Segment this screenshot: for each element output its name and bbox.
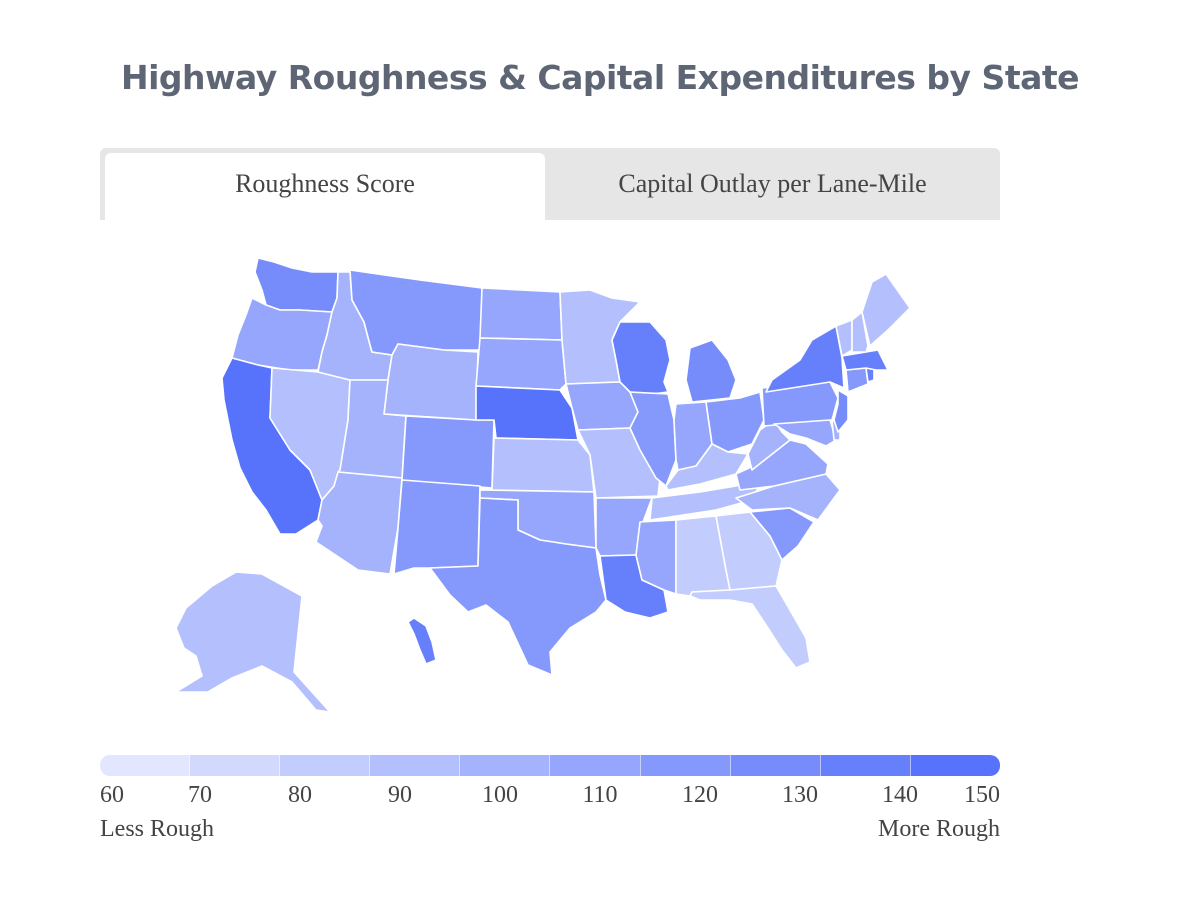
state-TN[interactable] [649,479,763,521]
state-NH[interactable] [851,311,869,353]
legend-color-bar [100,755,1000,776]
state-IL[interactable] [629,391,677,487]
legend-swatch [190,755,281,776]
state-CO[interactable] [401,415,495,489]
legend-tick-label: 90 [387,782,412,808]
state-TX[interactable] [429,497,607,676]
state-NY[interactable] [765,325,845,393]
state-MT[interactable] [349,269,483,356]
legend-tick-label: 110 [582,782,618,808]
legend-high-label: More Rough [878,816,1000,842]
legend-tick-label: 80 [288,782,312,808]
state-WY[interactable] [383,343,479,421]
legend-swatch [370,755,461,776]
state-WV[interactable] [747,419,791,471]
legend-tick-label: 130 [782,782,818,808]
legend-tick-label: 100 [482,782,518,808]
legend-swatch [640,755,731,776]
state-KY[interactable] [665,443,749,491]
state-NJ[interactable] [833,389,849,433]
state-WI[interactable] [611,321,671,397]
tab-roughness-score[interactable]: Roughness Score [105,153,545,220]
legend-swatch [460,755,551,776]
state-CT[interactable] [845,367,869,393]
us-map [150,240,911,740]
state-FL[interactable] [689,585,811,669]
legend-swatch [730,755,821,776]
legend-tick-label: 70 [188,782,212,808]
state-SD[interactable] [475,337,567,391]
state-MI[interactable] [685,339,737,403]
legend-low-label: Less Rough [100,816,214,842]
legend-swatch [910,755,1000,776]
us-map-svg [175,257,911,713]
state-WA[interactable] [254,257,339,313]
legend-swatch [550,755,641,776]
chart-title: Highway Roughness & Capital Expenditures… [120,58,1080,97]
legend-tick-label: 60 [100,782,124,808]
state-MA[interactable] [841,349,889,371]
legend-tick-label: 140 [882,782,918,808]
legend-tick-label: 150 [964,782,1000,808]
state-ND[interactable] [479,287,563,341]
state-ME[interactable] [861,273,911,347]
tab-capital-outlay[interactable]: Capital Outlay per Lane-Mile [618,169,927,198]
legend-swatch [280,755,371,776]
state-NM[interactable] [393,479,481,575]
state-HI[interactable] [407,617,437,665]
state-MD[interactable] [773,419,837,447]
legend-swatch [820,755,911,776]
legend-end-labels: Less Rough More Rough [100,816,1000,846]
legend-ticks: 60 70 80 90 100 110 120 130 140 150 [100,782,1000,816]
state-KS[interactable] [491,437,595,493]
tab-bar: Roughness Score Capital Outlay per Lane-… [100,148,1000,220]
legend-swatch [100,755,191,776]
state-AK[interactable] [175,571,331,713]
legend: 60 70 80 90 100 110 120 130 140 150 Less Rough Mo… [100,755,1000,846]
legend-tick-label: 120 [681,782,718,808]
